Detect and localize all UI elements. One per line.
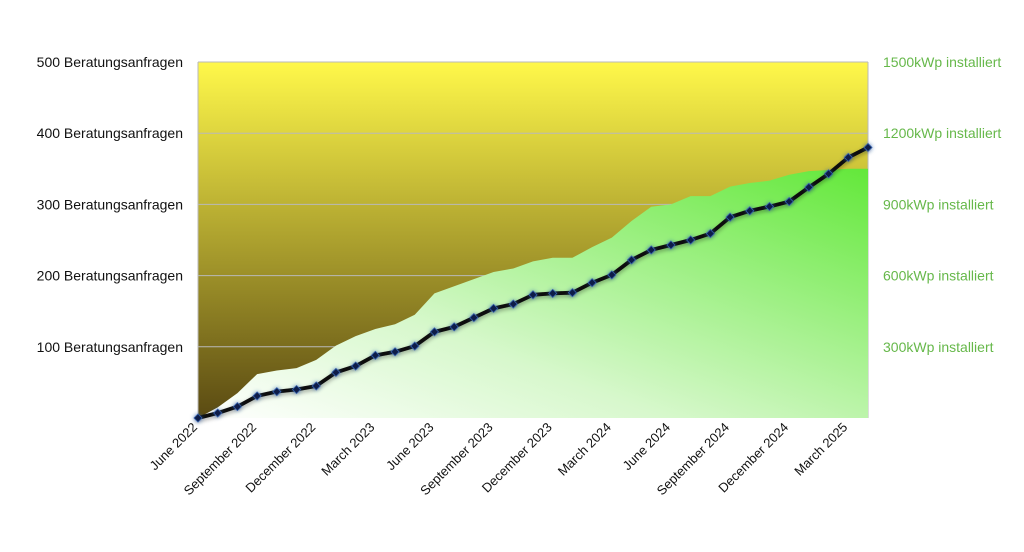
line-marker <box>548 288 558 298</box>
line-marker <box>370 350 380 360</box>
line-marker <box>449 322 459 332</box>
line-marker <box>410 341 420 351</box>
x-axis-tick-label: June 2024 <box>620 420 674 474</box>
right-axis-tick-label: 1200kWp installiert <box>883 125 1001 141</box>
line-marker <box>351 361 361 371</box>
right-axis-tick-label: 1500kWp installiert <box>883 54 1001 70</box>
line-marker <box>272 387 282 397</box>
line-marker <box>666 240 676 250</box>
line-marker <box>587 278 597 288</box>
left-axis-tick-label: 400 Beratungsanfragen <box>37 125 183 141</box>
left-axis-tick-label: 100 Beratungsanfragen <box>37 339 183 355</box>
x-axis-tick-label: March 2023 <box>318 420 377 479</box>
x-axis-tick-label: June 2022 <box>147 420 201 474</box>
line-marker <box>863 142 873 153</box>
right-axis-tick-label: 600kWp installiert <box>883 268 994 284</box>
left-axis-tick-label: 300 Beratungsanfragen <box>37 196 183 212</box>
line-marker <box>725 212 735 222</box>
line-marker <box>824 169 834 179</box>
line-marker <box>607 270 617 280</box>
line-marker <box>429 327 440 337</box>
x-axis-tick-label: March 2025 <box>791 420 850 479</box>
line-marker <box>804 182 814 192</box>
left-axis-tick-label: 200 Beratungsanfragen <box>37 268 183 284</box>
line-marker <box>390 347 400 357</box>
line-marker <box>567 288 577 298</box>
line-marker <box>508 299 518 309</box>
line-marker <box>528 290 538 300</box>
line-marker <box>311 381 321 391</box>
line-marker <box>489 303 499 313</box>
line-marker <box>626 255 637 265</box>
left-axis-tick-label: 500 Beratungsanfragen <box>37 54 183 70</box>
line-marker <box>331 367 341 377</box>
line-marker <box>843 152 853 162</box>
line-marker <box>469 313 479 323</box>
line-marker <box>764 201 775 212</box>
line-marker <box>705 229 715 239</box>
line-marker <box>213 408 223 418</box>
line-marker <box>646 245 656 255</box>
line-marker <box>686 235 696 245</box>
x-axis-tick-label: June 2023 <box>383 420 437 474</box>
line-marker <box>193 413 203 423</box>
line-marker <box>784 196 794 207</box>
right-axis-tick-label: 300kWp installiert <box>883 339 994 355</box>
x-axis-tick-label: March 2024 <box>555 420 614 479</box>
right-axis-tick-label: 900kWp installiert <box>883 196 994 212</box>
line-marker <box>745 206 755 216</box>
line-marker <box>291 384 302 395</box>
line-marker <box>252 391 262 401</box>
line-marker <box>232 402 242 412</box>
